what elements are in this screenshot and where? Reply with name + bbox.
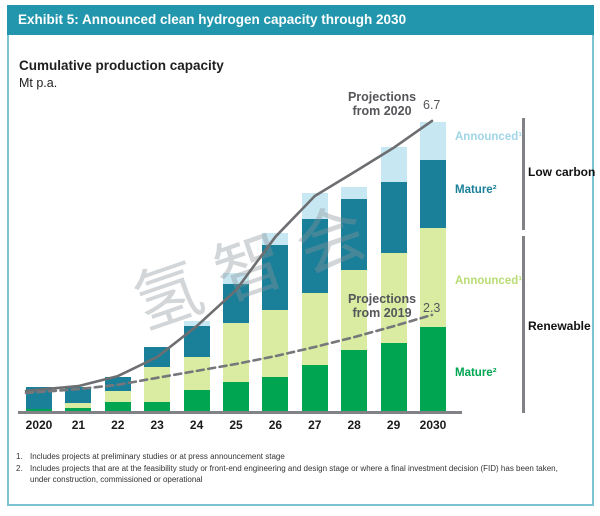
bar-23-mature-renewable — [144, 401, 171, 413]
annotation-projections-2019: Projections from 2019 — [342, 292, 422, 320]
bar-21-mature-renewable — [65, 407, 92, 413]
annotation-projections-2020-line1: Projections — [347, 90, 417, 104]
legend-announced-low-carbon: Announced¹ — [455, 131, 523, 143]
x-label-25: 25 — [229, 418, 243, 432]
footnote-2-number: 2. — [16, 463, 23, 473]
x-label-23: 23 — [150, 418, 164, 432]
annotation-projections-2019-line1: Projections — [347, 292, 417, 306]
legend-announced-renewable: Announced¹ — [455, 275, 523, 287]
footnote-1-number: 1. — [16, 452, 23, 461]
x-label-27: 27 — [308, 418, 322, 432]
x-label-26: 26 — [268, 418, 283, 432]
value-label-2-3: 2.3 — [423, 301, 441, 315]
low-carbon-bracket — [522, 118, 525, 230]
bar-2020-mature-renewable — [26, 408, 52, 413]
exhibit-title-bar: Exhibit 5: Announced clean hydrogen capa… — [7, 5, 594, 35]
x-label-21: 21 — [71, 418, 86, 432]
legend-mature-renewable: Mature² — [455, 367, 497, 379]
bar-22-mature-renewable — [104, 401, 131, 413]
legend-group-renewable: Renewable — [528, 319, 591, 333]
x-axis-line — [18, 411, 462, 414]
renewable-bracket — [522, 236, 525, 413]
footnote-2: 2. Includes projects that are at the fea… — [16, 463, 571, 486]
footnote-1: 1. Includes projects at preliminary stud… — [16, 451, 571, 463]
footnote-1-text: Includes projects at preliminary studies… — [30, 452, 285, 461]
x-label-24: 24 — [189, 418, 204, 432]
footnotes: 1. Includes projects at preliminary stud… — [16, 451, 571, 486]
annotation-projections-2020: Projections from 2020 — [342, 90, 422, 118]
bar-21-announced-renewable — [65, 402, 92, 408]
footnote-2-text: Includes projects that are at the feasib… — [30, 463, 558, 485]
annotation-projections-2020-line2: from 2020 — [352, 103, 412, 118]
annotation-projections-2019-line2: from 2019 — [352, 305, 412, 320]
x-label-22: 22 — [111, 418, 125, 432]
legend-group-low-carbon: Low carbon — [528, 165, 596, 179]
chart-unit-label: Mt p.a. — [19, 76, 58, 90]
x-label-29: 29 — [386, 418, 401, 432]
x-label-28: 28 — [347, 418, 361, 432]
legend-mature-low-carbon: Mature² — [455, 184, 497, 196]
chart-title: Cumulative production capacity — [19, 58, 224, 73]
bar-24-mature-renewable — [183, 390, 210, 413]
value-label-6-7: 6.7 — [423, 98, 441, 112]
x-label-2020: 2020 — [25, 418, 53, 432]
bar-22-announced-renewable — [104, 390, 131, 402]
x-label-2030: 2030 — [419, 418, 447, 432]
exhibit-title: Exhibit 5: Announced clean hydrogen capa… — [18, 12, 407, 27]
